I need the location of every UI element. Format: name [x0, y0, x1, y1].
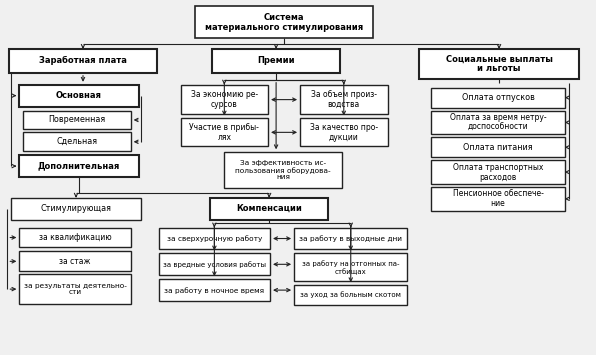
- Text: За экономию ре-
сурсов: За экономию ре- сурсов: [191, 90, 258, 109]
- Bar: [195, 6, 372, 38]
- Bar: [294, 285, 408, 305]
- Text: Оплата питания: Оплата питания: [463, 143, 533, 152]
- Bar: [300, 85, 387, 115]
- Text: Сдельная: Сдельная: [57, 137, 98, 146]
- Bar: [432, 160, 565, 184]
- Bar: [294, 253, 408, 281]
- Text: Пенсионное обеспече-
ние: Пенсионное обеспече- ние: [452, 189, 544, 208]
- Bar: [159, 228, 270, 250]
- Bar: [432, 137, 565, 157]
- Text: Участие в прибы-
лях: Участие в прибы- лях: [190, 123, 259, 142]
- Text: Система
материального стимулирования: Система материального стимулирования: [205, 13, 363, 32]
- Bar: [212, 49, 340, 73]
- Bar: [432, 187, 565, 211]
- Text: за сверхурочную работу: за сверхурочную работу: [167, 235, 262, 242]
- Text: Основная: Основная: [56, 91, 102, 100]
- Bar: [19, 155, 139, 177]
- Bar: [210, 198, 328, 220]
- Text: за работу в выходные дни: за работу в выходные дни: [299, 235, 402, 242]
- Bar: [181, 85, 268, 115]
- Bar: [420, 49, 579, 79]
- Text: За эффективность ис-
пользования оборудова-
ния: За эффективность ис- пользования оборудо…: [235, 160, 331, 180]
- Bar: [432, 88, 565, 108]
- Text: Премии: Премии: [257, 56, 295, 65]
- Text: за результаты деятельно-
сти: за результаты деятельно- сти: [24, 283, 126, 295]
- Bar: [11, 198, 141, 220]
- Text: Оплата отпусков: Оплата отпусков: [462, 93, 535, 102]
- Text: За объем произ-
водства: За объем произ- водства: [311, 90, 377, 109]
- Bar: [432, 110, 565, 134]
- Text: Стимулирующая: Стимулирующая: [41, 204, 111, 213]
- Text: за квалификацию: за квалификацию: [39, 233, 111, 242]
- Bar: [294, 228, 408, 250]
- Bar: [23, 132, 131, 151]
- Bar: [181, 119, 268, 146]
- Text: Повременная: Повременная: [48, 115, 105, 125]
- Text: За качество про-
дукции: За качество про- дукции: [310, 123, 378, 142]
- Text: за работу в ночное время: за работу в ночное время: [164, 287, 265, 294]
- Bar: [159, 279, 270, 301]
- Bar: [19, 85, 139, 106]
- Text: Оплата транспортных
расходов: Оплата транспортных расходов: [453, 163, 543, 181]
- Text: за вредные условия работы: за вредные условия работы: [163, 261, 266, 268]
- Bar: [159, 253, 270, 275]
- Text: за работу на отгонных па-
стбищах: за работу на отгонных па- стбищах: [302, 260, 399, 274]
- Text: Заработная плата: Заработная плата: [39, 56, 127, 65]
- Bar: [300, 119, 387, 146]
- Text: за стаж: за стаж: [59, 257, 91, 266]
- Bar: [19, 251, 131, 271]
- Bar: [10, 49, 157, 73]
- Text: Дополнительная: Дополнительная: [38, 162, 120, 171]
- Bar: [224, 152, 342, 188]
- Bar: [19, 274, 131, 304]
- Bar: [23, 110, 131, 129]
- Bar: [19, 228, 131, 247]
- Text: Социальные выплаты
и льготы: Социальные выплаты и льготы: [446, 54, 552, 73]
- Text: Оплата за время нетру-
доспособности: Оплата за время нетру- доспособности: [450, 113, 547, 132]
- Text: Компенсации: Компенсации: [236, 204, 302, 213]
- Text: за уход за больным скотом: за уход за больным скотом: [300, 292, 401, 299]
